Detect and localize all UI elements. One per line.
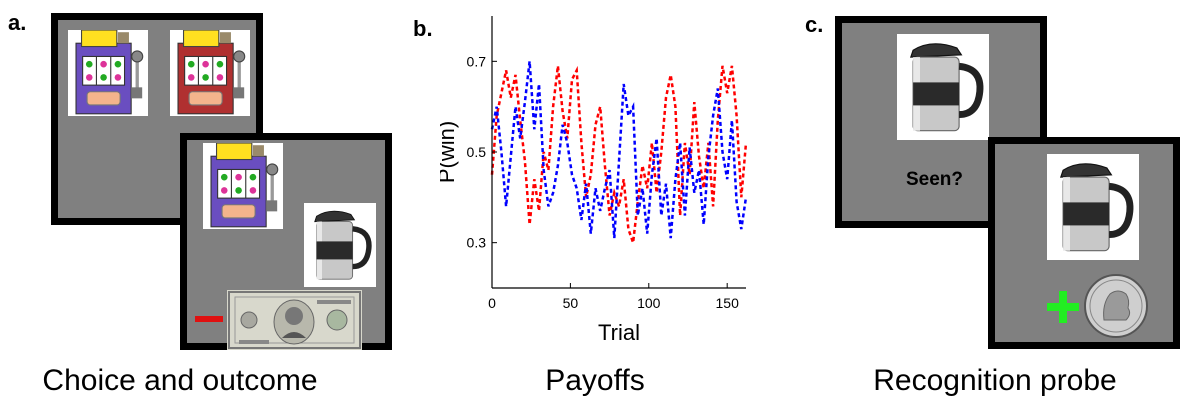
panel-b-letter: b. xyxy=(413,16,433,41)
x-tick-label: 50 xyxy=(563,295,579,311)
x-tick-label: 150 xyxy=(716,295,740,311)
y-tick-label: 0.7 xyxy=(467,53,487,69)
slot-machine-icon xyxy=(203,142,283,229)
minus-sign-icon xyxy=(195,316,223,322)
panel-a-letter: a. xyxy=(8,10,27,35)
travel-mug-icon xyxy=(304,203,376,287)
y-tick-label: 0.3 xyxy=(467,235,487,251)
probe-screen: Seen? xyxy=(835,16,1047,228)
y-tick-label: 0.5 xyxy=(467,144,487,160)
x-tick-label: 100 xyxy=(637,295,661,311)
panel-c-letter: c. xyxy=(805,12,824,37)
probe-feedback-screen xyxy=(988,137,1180,349)
y-axis-label: P(win) xyxy=(440,121,459,183)
panel-c-caption: Recognition probe xyxy=(873,364,1117,397)
five-dollar-bill-icon xyxy=(227,290,362,350)
panel-a-caption: Choice and outcome xyxy=(42,364,318,397)
red-payoff-series-line xyxy=(490,65,748,244)
x-axis-label: Trial xyxy=(598,320,640,345)
x-tick-label: 0 xyxy=(488,295,496,311)
choice-screen xyxy=(51,13,263,225)
travel-mug-icon xyxy=(897,34,989,140)
blue-payoff-series-line xyxy=(490,61,748,239)
slot-machine-icon xyxy=(170,29,250,116)
payoff-chart: 0.3 0.5 0.7 0 50 100 150 P(win) Trial xyxy=(440,16,748,345)
panel-b-caption: Payoffs xyxy=(545,364,645,397)
seen-prompt: Seen? xyxy=(906,169,964,190)
plus-sign-icon xyxy=(1047,291,1079,323)
slot-machine-icon xyxy=(68,29,148,116)
travel-mug-icon xyxy=(1047,154,1139,260)
quarter-coin-icon xyxy=(1084,274,1148,338)
outcome-screen xyxy=(180,133,392,350)
